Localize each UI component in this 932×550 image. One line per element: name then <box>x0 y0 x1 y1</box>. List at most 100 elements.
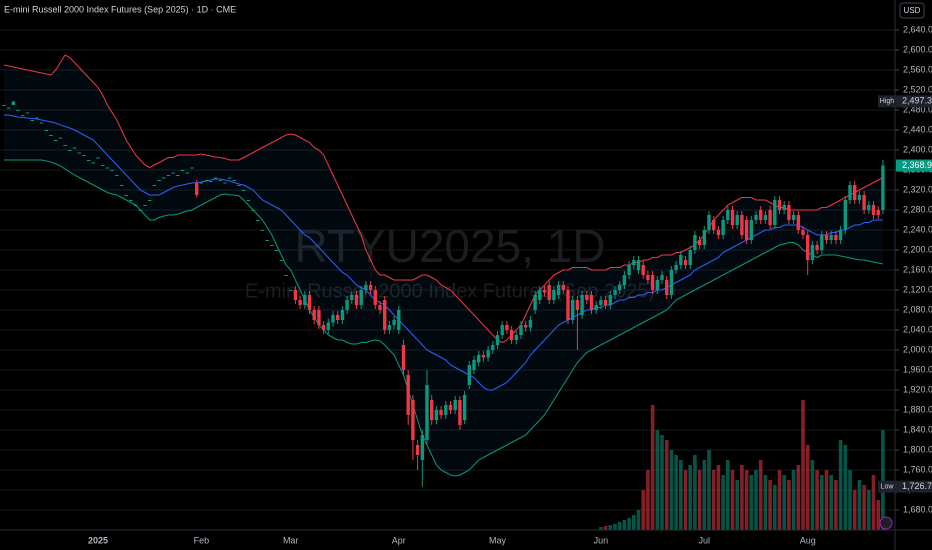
candle-body <box>453 400 457 410</box>
volume-bar <box>599 527 603 530</box>
candle-body <box>481 355 486 358</box>
candle-body <box>411 400 415 440</box>
y-tick-label: 1,920.0 <box>903 384 932 394</box>
candle-body <box>35 117 39 119</box>
candle-body <box>810 245 815 260</box>
y-tick-label: 2,240.0 <box>903 224 932 234</box>
volume-bar <box>735 480 739 530</box>
candle-body <box>796 215 800 230</box>
marker-tag <box>878 480 896 493</box>
x-tick-label: Aug <box>800 535 816 545</box>
candle-body <box>21 115 25 116</box>
x-tick-label: Jun <box>594 535 609 545</box>
candle-body <box>138 210 142 211</box>
volume-bar <box>768 480 772 530</box>
volume-bar <box>820 475 824 530</box>
candle-body <box>491 345 495 350</box>
candle-body <box>96 157 100 159</box>
candle-body <box>589 295 594 310</box>
y-tick-label: 1,880.0 <box>903 404 932 414</box>
candle-body <box>218 180 222 181</box>
volume-bar <box>744 470 749 530</box>
candle-body <box>622 275 627 285</box>
y-tick-label: 2,600.0 <box>903 44 932 54</box>
candle-body <box>881 165 885 210</box>
x-tick-label: Feb <box>194 535 210 545</box>
volume-bar <box>646 470 650 530</box>
volume-bar <box>876 500 880 530</box>
candle-body <box>712 220 716 230</box>
candle-body <box>815 245 819 250</box>
candle-body <box>552 290 556 300</box>
volume-bar <box>716 465 721 530</box>
candle-body <box>599 300 603 305</box>
candle-body <box>58 137 63 139</box>
candle-body <box>49 135 53 136</box>
volume-bar <box>791 470 796 530</box>
candle-body <box>2 105 6 106</box>
volume-bar <box>730 470 735 530</box>
candle-body <box>303 295 307 305</box>
candle-body <box>383 300 387 330</box>
candle-body <box>646 275 650 280</box>
x-tick-label: 2025 <box>88 535 108 545</box>
candle-body <box>495 335 500 345</box>
candle-body <box>180 170 185 171</box>
volume-bar <box>702 460 707 530</box>
x-tick-label: Jul <box>699 535 711 545</box>
candle-body <box>674 265 678 270</box>
volume-bar <box>848 470 852 530</box>
y-tick-label: 2,320.0 <box>903 184 932 194</box>
candle-body <box>162 177 166 179</box>
candle-body <box>86 160 91 161</box>
marker-value: 1,726.7 <box>902 481 932 491</box>
candle-body <box>133 205 138 206</box>
volume-bar <box>650 405 655 530</box>
candle-body <box>11 101 16 105</box>
candle-body <box>401 345 406 370</box>
volume-bar <box>829 475 833 530</box>
currency-button[interactable] <box>899 2 925 19</box>
volume-bar <box>754 470 758 530</box>
candle-body <box>857 195 862 200</box>
grid <box>0 29 895 511</box>
candle-body <box>204 180 208 181</box>
candle-body <box>195 183 199 195</box>
alert-icon[interactable] <box>879 516 893 530</box>
candle-body <box>627 265 631 275</box>
candle-body <box>547 285 551 300</box>
candle-body <box>768 210 772 225</box>
y-tick-label: 1,680.0 <box>903 504 932 514</box>
candle-body <box>256 220 260 221</box>
currency-label[interactable]: USD <box>904 6 921 15</box>
y-tick-label: 2,400.0 <box>903 144 932 154</box>
volume-bar <box>871 475 876 530</box>
candle-body <box>415 445 420 455</box>
last-price-label: 2,368.9 <box>902 160 932 170</box>
volume-bar <box>632 515 636 530</box>
candle-body <box>129 200 133 201</box>
y-tick-label: 1,800.0 <box>903 444 932 454</box>
volume-bar <box>608 525 613 530</box>
candle-body <box>246 200 251 201</box>
candle-body <box>101 165 105 166</box>
band-upper <box>3 54 884 344</box>
candle-body <box>7 107 11 109</box>
candle-body <box>317 310 321 325</box>
candle-body <box>77 152 81 154</box>
candle-body <box>618 285 622 290</box>
candle-body <box>434 410 439 420</box>
y-tick-label: 2,440.0 <box>903 124 932 134</box>
volume-bar <box>852 490 857 530</box>
volume-bar <box>810 460 815 530</box>
volume-bar <box>815 470 819 530</box>
price-axis: 1,680.01,720.01,760.01,800.01,840.01,880… <box>88 24 932 545</box>
candle-body <box>359 290 363 305</box>
candle-body <box>829 235 833 240</box>
volume-bar <box>773 485 777 530</box>
y-tick-label: 2,480.0 <box>903 104 932 114</box>
candle-body <box>279 260 283 261</box>
candle-body <box>444 405 448 415</box>
